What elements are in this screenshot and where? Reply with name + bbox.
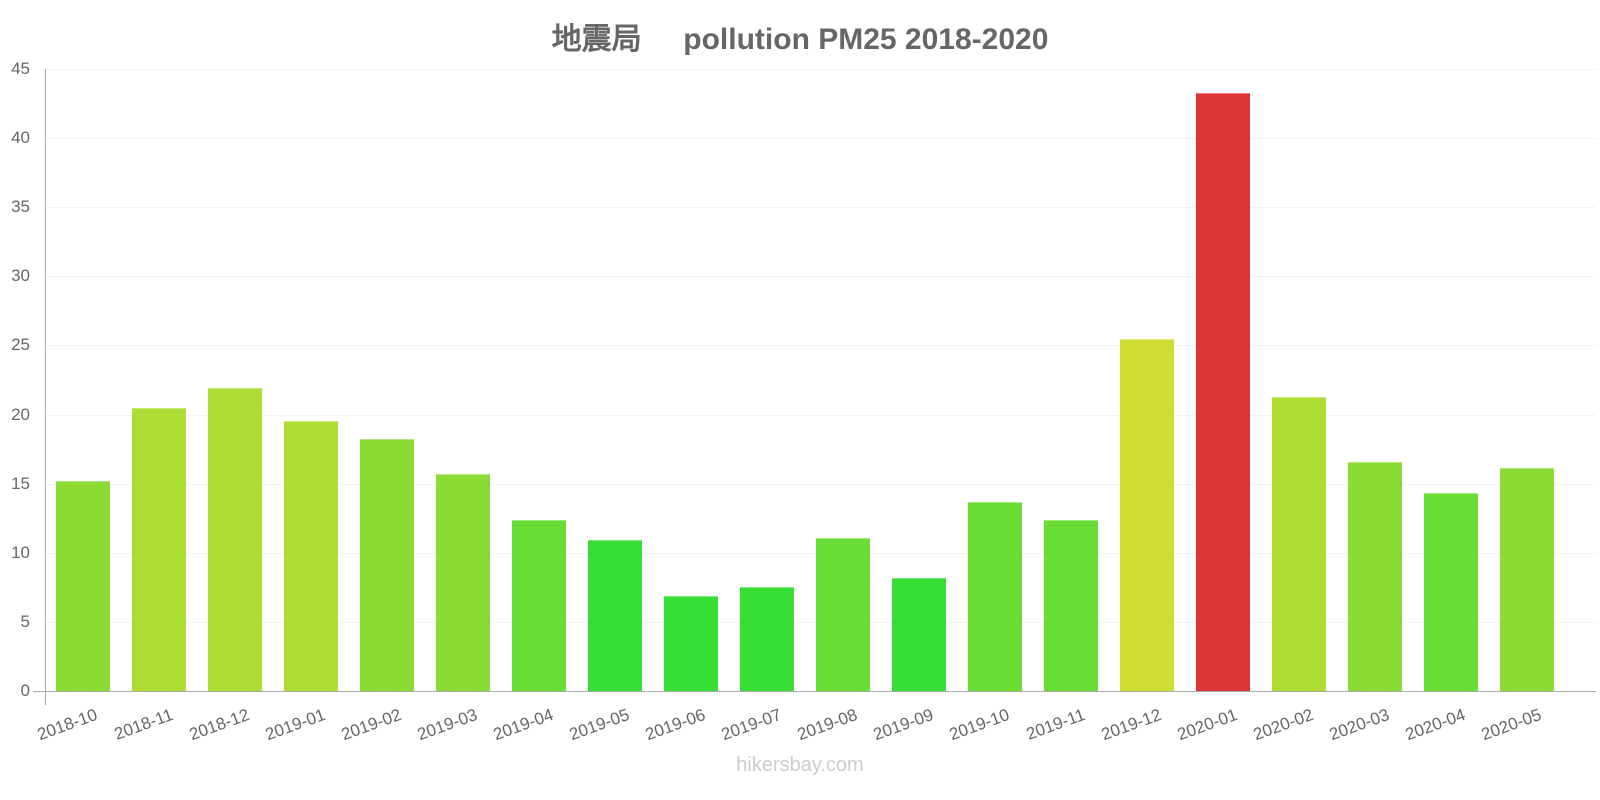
x-tick-label: 2018-12 <box>186 705 252 745</box>
bar-2019-10[interactable] <box>968 501 1022 691</box>
bar-2019-01[interactable] <box>284 421 338 691</box>
x-tick-label: 2020-04 <box>1402 705 1468 745</box>
gridline <box>46 483 1596 485</box>
plot-area <box>46 69 1596 691</box>
chart-title: 地震局 pollution PM25 2018-2020 <box>551 23 1049 56</box>
x-axis-line <box>33 691 1596 692</box>
y-tick-label: 0 <box>20 681 30 700</box>
bar-2020-05[interactable] <box>1500 468 1554 691</box>
bar-2020-04[interactable] <box>1424 493 1478 691</box>
bar-2020-03[interactable] <box>1348 461 1402 691</box>
bar-2019-03[interactable] <box>436 474 490 691</box>
x-tick-label: 2019-06 <box>642 705 708 745</box>
x-tick-label: 2019-09 <box>870 705 936 745</box>
gridline <box>46 69 1596 70</box>
y-tick-label: 40 <box>11 128 30 148</box>
gridline <box>46 414 1596 416</box>
x-tick-label: 2019-10 <box>946 705 1012 745</box>
bar-2018-11[interactable] <box>132 407 186 691</box>
y-tick-label: 35 <box>11 197 30 217</box>
x-tick-label: 2018-11 <box>111 705 176 744</box>
bar-2020-02[interactable] <box>1272 396 1326 691</box>
y-tick-label: 45 <box>11 59 30 78</box>
bar-2020-01[interactable] <box>1196 92 1250 691</box>
y-tick-label: 25 <box>11 335 30 355</box>
bar-2019-07[interactable] <box>740 587 794 691</box>
x-tick-label: 2020-05 <box>1478 705 1544 745</box>
gridline <box>46 276 1596 278</box>
bar-2019-05[interactable] <box>588 540 642 691</box>
bar-2019-04[interactable] <box>512 519 566 691</box>
bar-2019-12[interactable] <box>1120 338 1174 691</box>
y-tick-label: 10 <box>11 542 30 562</box>
bar-2019-06[interactable] <box>664 595 718 691</box>
y-tick-label: 30 <box>11 266 30 286</box>
x-tick-label: 2019-12 <box>1098 705 1164 745</box>
gridline <box>46 207 1596 209</box>
y-axis-line <box>45 69 46 705</box>
y-tick-label: 20 <box>11 404 30 424</box>
bar-2019-08[interactable] <box>816 537 870 691</box>
x-tick-label: 2020-01 <box>1174 705 1240 745</box>
bar-2019-09[interactable] <box>892 577 946 691</box>
gridline <box>46 138 1596 140</box>
y-tick-label: 15 <box>11 473 30 493</box>
bar-2018-12[interactable] <box>208 388 262 691</box>
x-tick-label: 2018-10 <box>34 705 100 745</box>
gridline <box>46 345 1596 347</box>
bar-2019-02[interactable] <box>360 439 414 691</box>
x-tick-label: 2019-05 <box>566 705 632 745</box>
bar-2019-11[interactable] <box>1044 519 1098 691</box>
x-tick-label: 2019-07 <box>718 705 784 745</box>
x-tick-label: 2019-08 <box>794 705 860 745</box>
bar-2018-10[interactable] <box>56 480 110 691</box>
x-tick-label: 2019-02 <box>338 705 404 745</box>
x-tick-label: 2019-03 <box>414 705 480 745</box>
x-tick-label: 2019-04 <box>490 705 556 745</box>
x-tick-label: 2020-02 <box>1250 705 1316 745</box>
x-tick-label: 2020-03 <box>1326 705 1392 745</box>
y-tick-label: 5 <box>20 611 30 631</box>
x-tick-label: 2019-01 <box>262 705 328 745</box>
watermark: hikersbay.com <box>736 754 864 776</box>
x-tick-label: 2019-11 <box>1023 705 1088 744</box>
